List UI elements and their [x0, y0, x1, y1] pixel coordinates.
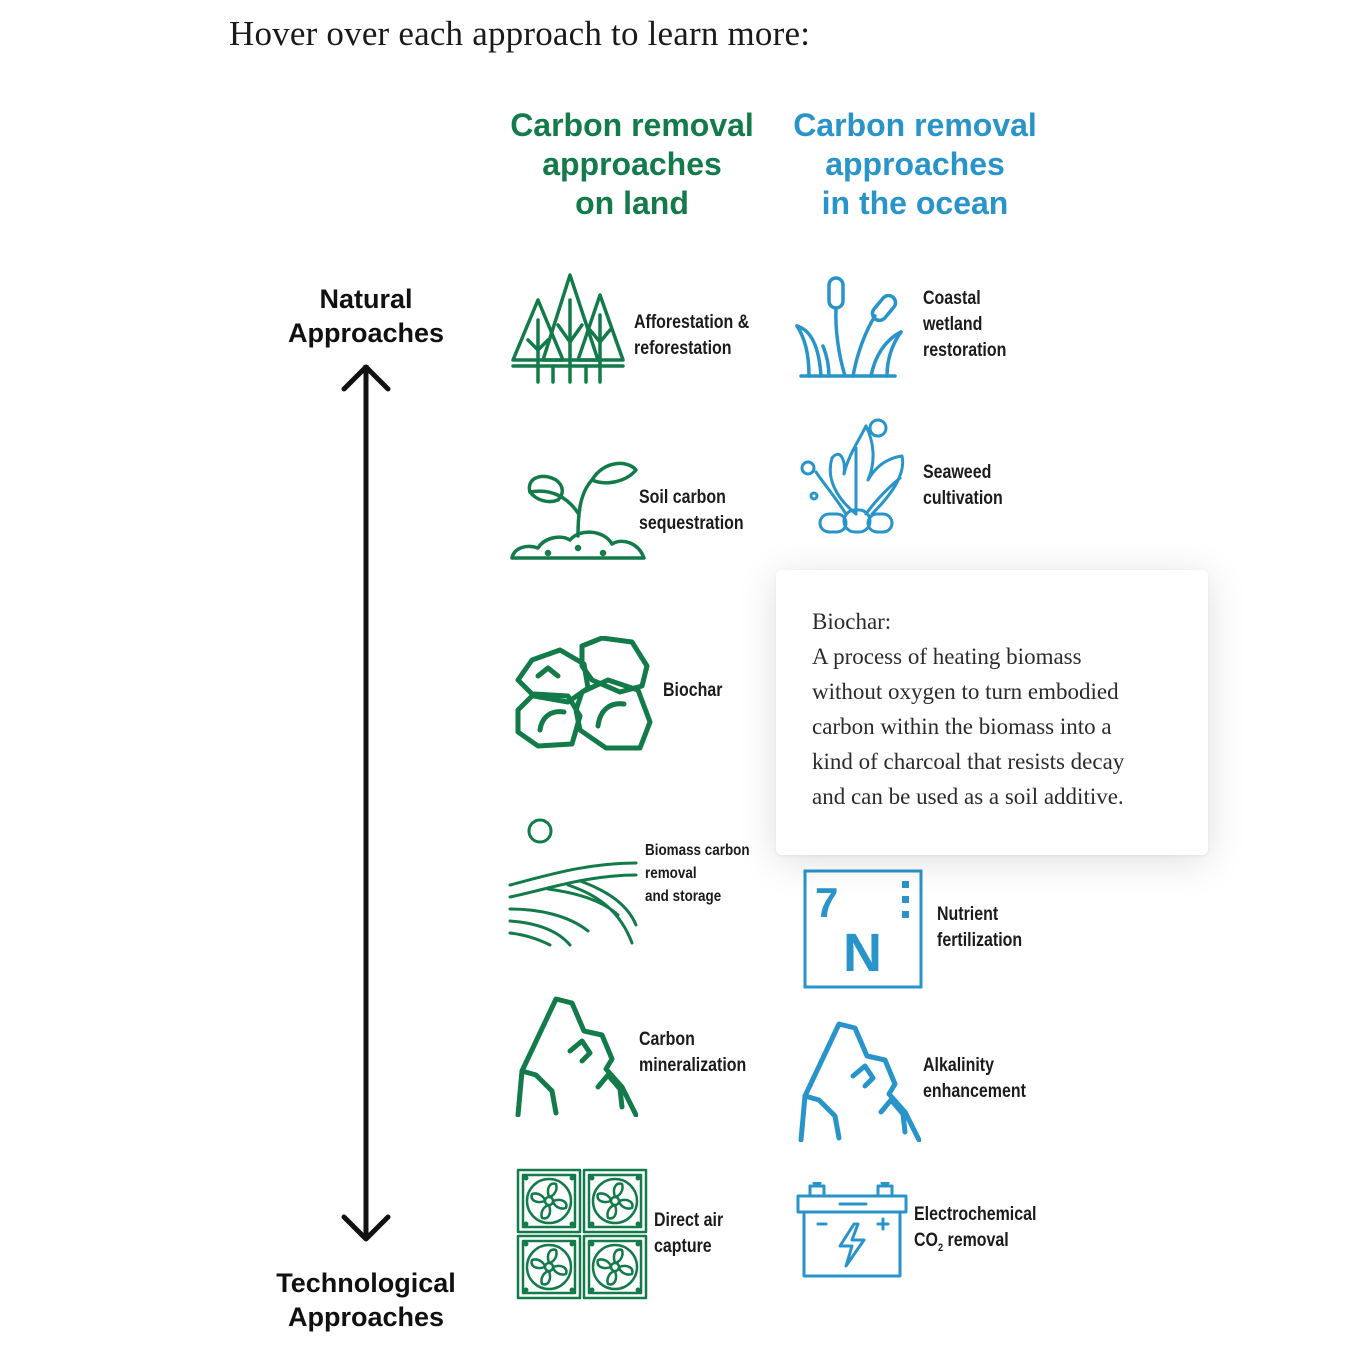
ocean-header-line: Carbon removal — [793, 107, 1037, 143]
co2-subscript: 2 — [937, 1241, 944, 1254]
item-label: Afforestation & — [634, 312, 750, 333]
item-label: wetland — [923, 314, 983, 335]
item-label: reforestation — [634, 338, 732, 359]
item-label: Coastal — [923, 288, 981, 309]
alkalinity-enhancement-item[interactable]: Alkalinity enhancement — [795, 1020, 1045, 1142]
item-label: capture — [654, 1236, 712, 1257]
land-header-line: Carbon removal — [510, 107, 754, 143]
item-label: fertilization — [937, 930, 1023, 951]
item-label: Biomass carbon — [645, 842, 750, 859]
tooltip-line: kind of charcoal that resists decay — [812, 749, 1125, 774]
biomass-item[interactable]: Biomass carbon removal and storage — [508, 815, 768, 950]
trees-icon — [511, 273, 625, 384]
axis-label-line: Approaches — [287, 318, 445, 348]
ocean-header-line: approaches — [825, 146, 1005, 182]
item-label: mineralization — [639, 1055, 747, 1076]
biochar-tooltip: Biochar: A process of heating biomass wi… — [776, 570, 1208, 855]
biochar-rocks-icon — [515, 636, 653, 751]
afforestation-item[interactable]: Afforestation & reforestation — [508, 270, 768, 390]
battery-icon — [796, 1182, 908, 1278]
seaweed-item[interactable]: Seaweed cultivation — [796, 418, 1036, 540]
item-label: Nutrient — [937, 904, 999, 925]
land-header-line: on land — [575, 185, 689, 221]
item-label: cultivation — [923, 488, 1003, 509]
item-label: Direct air — [654, 1210, 724, 1231]
axis-label-line: Natural — [319, 284, 413, 314]
axis-label-line: Technological — [276, 1268, 456, 1298]
sprout-icon — [510, 461, 646, 560]
item-label: Biochar — [663, 680, 723, 701]
mountain-icon — [515, 996, 638, 1117]
electrochemical-item[interactable]: Electrochemical CO2 removal — [796, 1182, 1056, 1282]
ocean-column-header: Carbon removal approaches in the ocean — [775, 106, 1055, 223]
co2-text: CO — [914, 1230, 938, 1251]
item-label: Seaweed — [923, 462, 992, 483]
item-label: restoration — [923, 340, 1007, 361]
coastal-wetland-item[interactable]: Coastal wetland restoration — [793, 276, 1043, 386]
double-arrow-axis — [341, 364, 391, 1242]
tooltip-title: Biochar: — [812, 609, 892, 634]
carbon-mineralization-item[interactable]: Carbon mineralization — [512, 995, 772, 1117]
item-label: sequestration — [639, 513, 744, 534]
item-label: Carbon — [639, 1029, 695, 1050]
item-label: and storage — [645, 888, 722, 905]
land-header-line: approaches — [542, 146, 722, 182]
co2-removal-label: CO2 removal — [914, 1228, 1036, 1261]
biochar-item[interactable]: Biochar — [512, 636, 742, 752]
fans-icon — [516, 1168, 648, 1300]
nitrogen-icon: 7 N — [803, 869, 923, 989]
item-label: enhancement — [923, 1081, 1026, 1102]
seaweed-icon — [800, 418, 905, 534]
tooltip-line: and can be used as a soil additive. — [812, 784, 1124, 809]
direct-air-capture-item[interactable]: Direct air capture — [516, 1168, 776, 1302]
item-label: removal — [645, 865, 697, 882]
atomic-number: 7 — [815, 879, 838, 926]
tooltip-line: carbon within the biomass into a — [812, 714, 1112, 739]
intro-text: Hover over each approach to learn more: — [229, 14, 811, 53]
tooltip-line: without oxygen to turn embodied — [812, 679, 1119, 704]
land-column-header: Carbon removal approaches on land — [492, 106, 772, 223]
natural-approaches-label: Natural Approaches — [246, 282, 486, 350]
item-label: Electrochemical — [914, 1204, 1037, 1225]
item-label: Soil carbon — [639, 487, 726, 508]
ocean-header-line: in the ocean — [821, 185, 1009, 221]
fields-sun-icon — [508, 818, 638, 947]
removal-text: removal — [943, 1230, 1009, 1251]
technological-approaches-label: Technological Approaches — [246, 1266, 486, 1334]
item-label: Alkalinity — [923, 1055, 994, 1076]
tooltip-line: A process of heating biomass — [812, 644, 1082, 669]
nutrient-fertilization-item[interactable]: 7 N Nutrient fertilization — [803, 869, 1043, 991]
wetland-icon — [795, 276, 903, 378]
element-symbol: N — [843, 923, 882, 983]
mountain-icon — [798, 1021, 921, 1142]
axis-label-line: Approaches — [287, 1302, 445, 1332]
soil-carbon-item[interactable]: Soil carbon sequestration — [508, 458, 768, 568]
